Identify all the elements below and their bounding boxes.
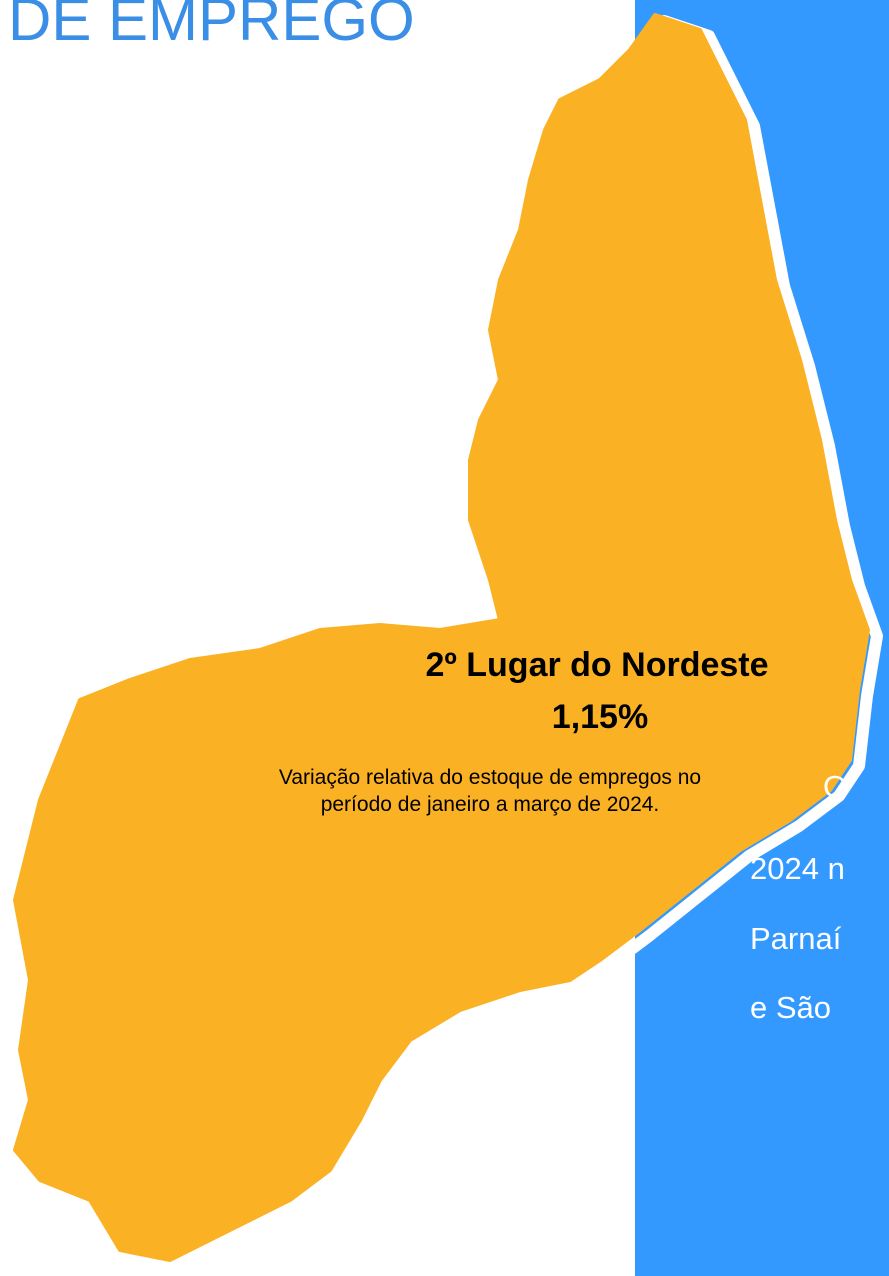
map-shape bbox=[13, 13, 870, 1262]
panel-line: Parnaí bbox=[750, 921, 842, 956]
rank: 2º Lugar do Nordeste bbox=[425, 646, 768, 684]
description-line: período de janeiro a março de 2024. bbox=[321, 793, 660, 816]
panel-line: e São bbox=[750, 990, 831, 1025]
map bbox=[13, 13, 883, 1272]
value: 1,15% bbox=[552, 698, 648, 736]
panel-line: O bbox=[823, 769, 847, 804]
description-line: Variação relativa do estoque de empregos… bbox=[279, 766, 701, 789]
title: DE EMPREGO bbox=[8, 0, 415, 53]
panel-line: 2024 n bbox=[750, 851, 845, 886]
